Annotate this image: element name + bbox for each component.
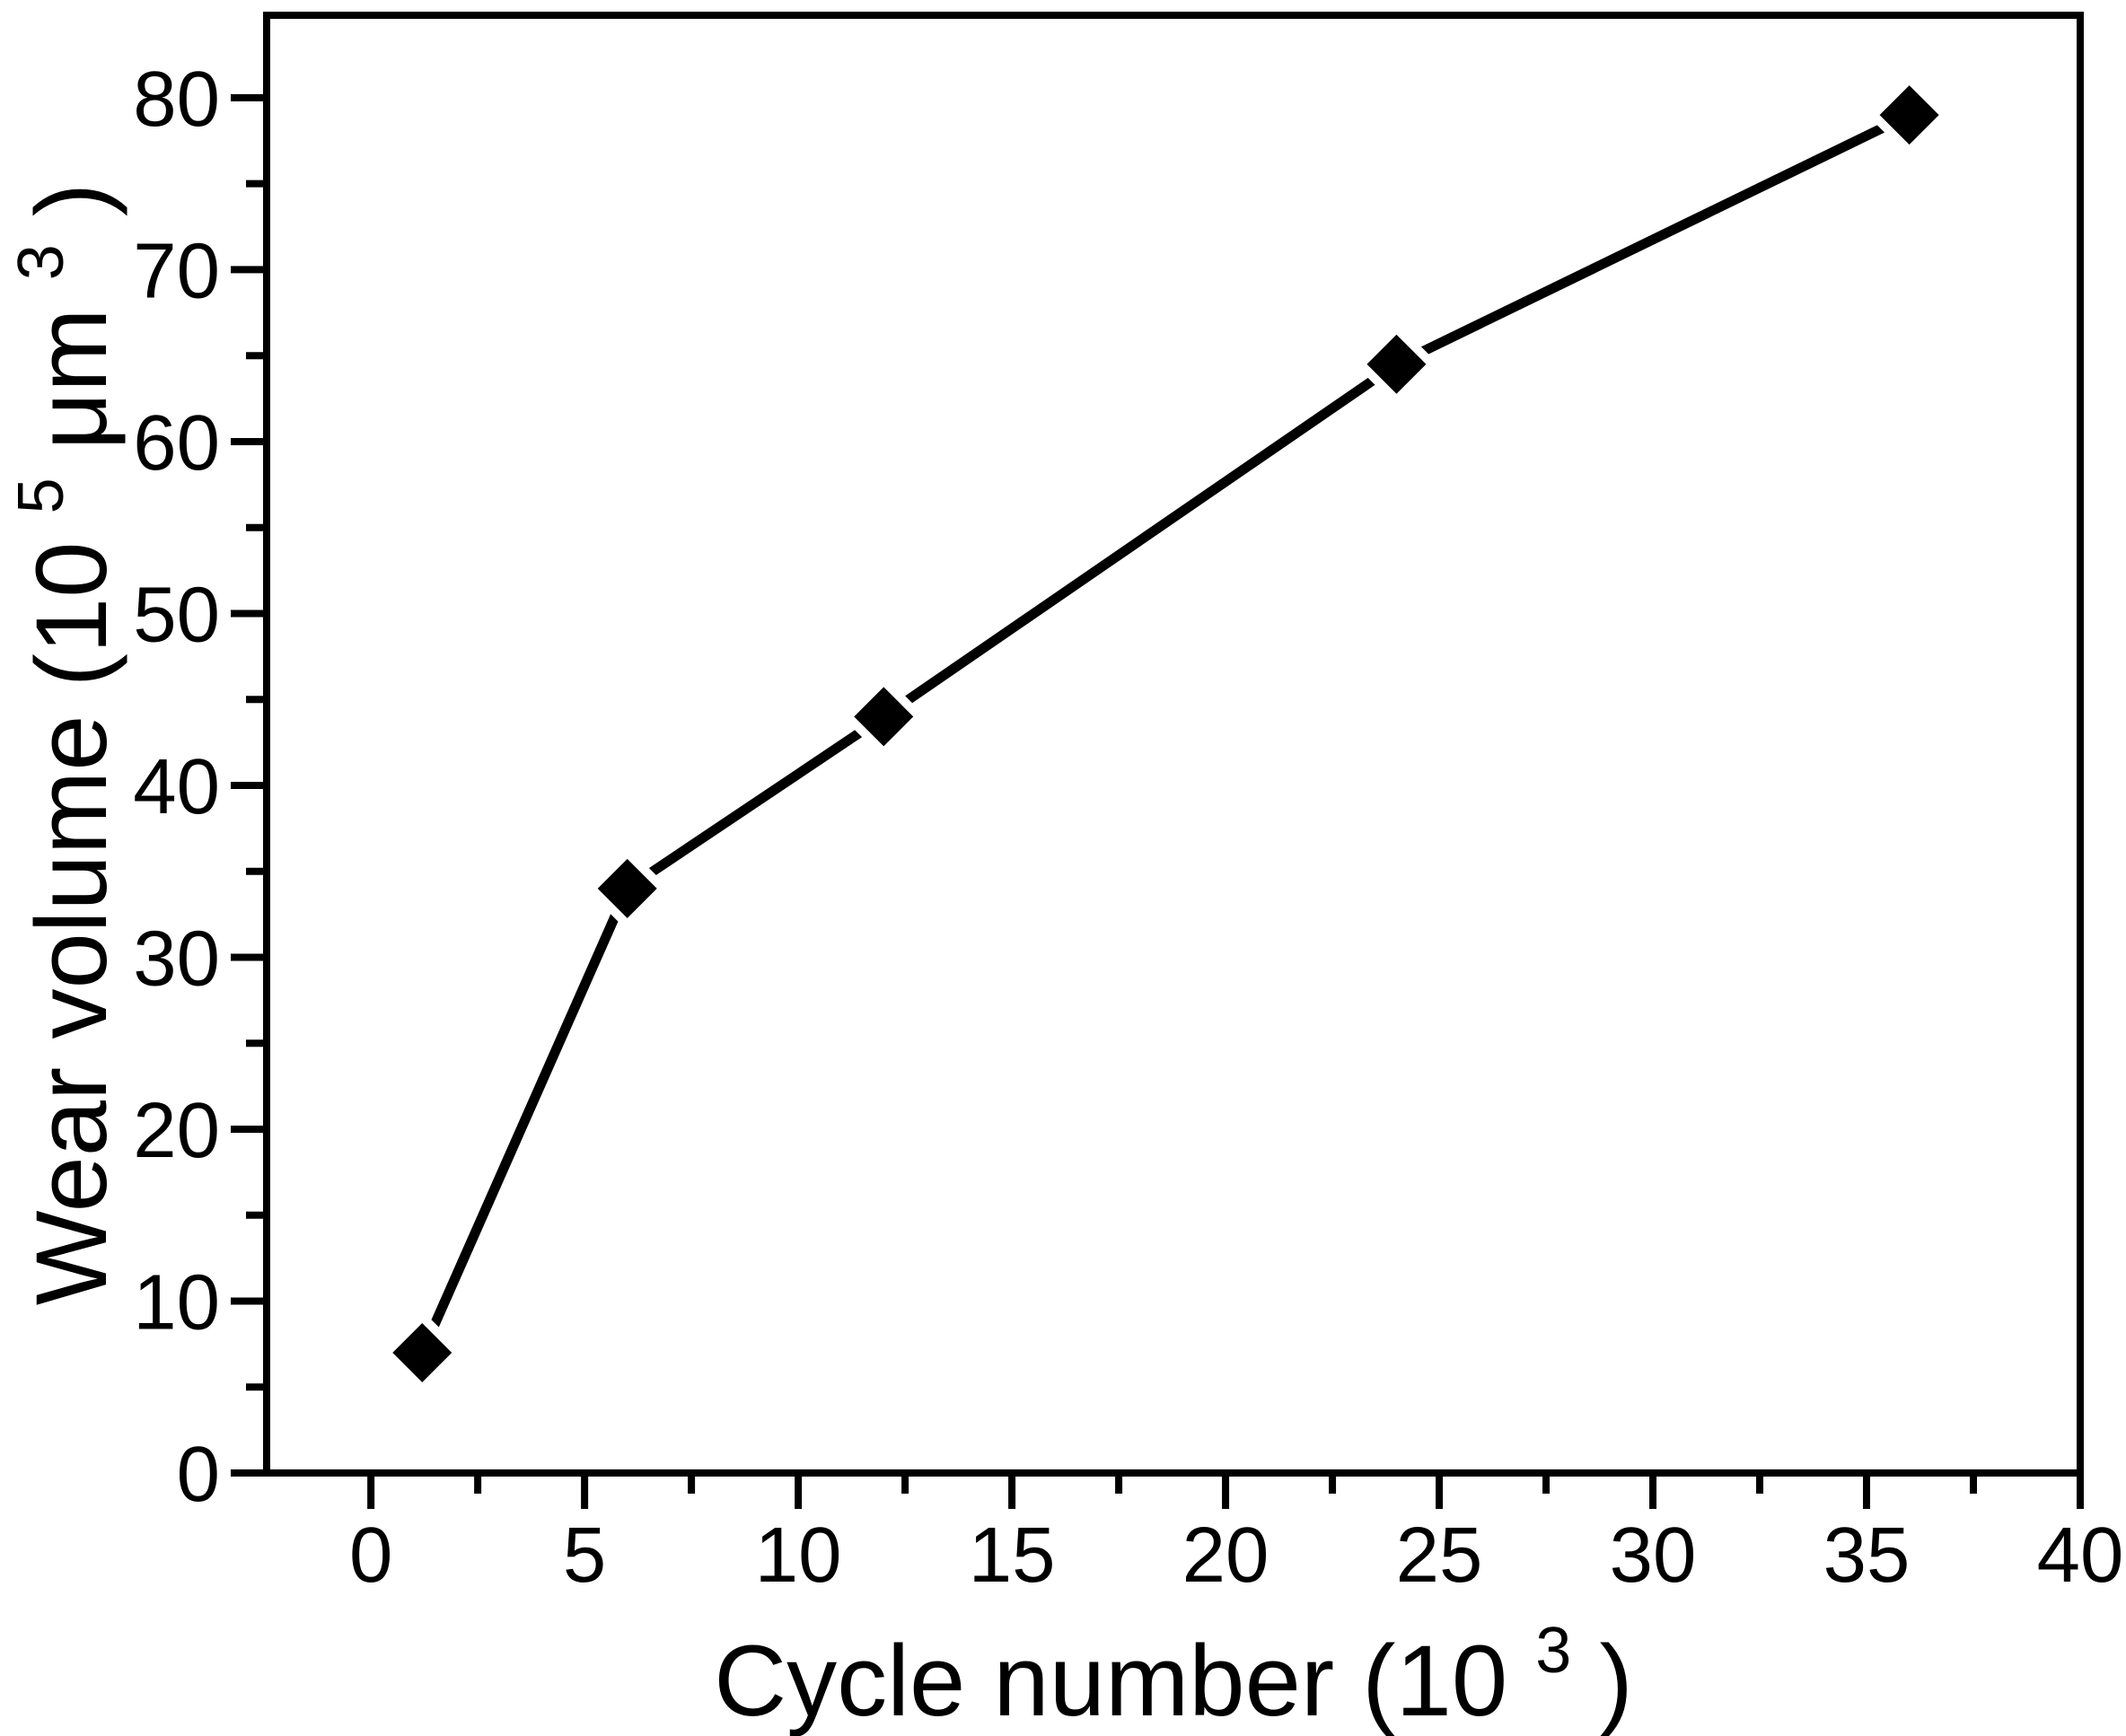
x-tick-label: 40 (2037, 1512, 2124, 1599)
x-axis-title-text: Cycle number (10 (714, 1625, 1507, 1736)
y-tick-label: 20 (133, 1087, 220, 1174)
y-tick-label: 30 (133, 915, 220, 1002)
data-point-marker (392, 1322, 452, 1382)
x-tick-label: 25 (1396, 1512, 1483, 1599)
series-line (417, 110, 1912, 1355)
x-tick-label: 0 (349, 1512, 392, 1599)
y-tick-label: 60 (133, 399, 220, 487)
y-axis-title-superscript-1: 5 (5, 478, 77, 513)
data-point-marker (1366, 334, 1427, 394)
x-axis-title: Cycle number (10 3 ) (714, 1582, 1633, 1736)
y-tick-label: 0 (177, 1431, 220, 1518)
y-tick-label: 10 (133, 1258, 220, 1346)
x-tick-label: 20 (1182, 1512, 1269, 1599)
y-axis-title-text: Wear volume (10 (15, 542, 127, 1306)
plot-border (263, 12, 2084, 1477)
y-axis-title-unit: μm (15, 308, 127, 450)
y-tick-label: 80 (133, 56, 220, 143)
y-tick-label: 50 (133, 571, 220, 658)
y-axis-title-close: ) (15, 183, 127, 216)
data-series (380, 73, 1952, 1395)
data-point-marker (854, 687, 914, 747)
x-tick-label: 35 (1823, 1512, 1911, 1599)
x-tick-label: 10 (755, 1512, 842, 1599)
x-tick-label: 15 (969, 1512, 1056, 1599)
axis-ticks (231, 93, 2084, 1509)
data-point-marker (1879, 85, 1939, 145)
y-tick-label: 40 (133, 743, 220, 830)
x-tick-label: 5 (563, 1512, 606, 1599)
x-axis-title-superscript: 3 (1535, 1615, 1571, 1687)
x-axis-title-close: ) (1599, 1625, 1632, 1736)
y-tick-label: 70 (133, 227, 220, 314)
data-point-marker (597, 858, 657, 918)
y-axis-title-superscript-2: 3 (5, 244, 77, 280)
axis-tick-labels: 0 5 10 15 20 25 30 35 40 0 10 20 30 40 50 60 70 80 (133, 56, 2123, 1599)
x-tick-label: 30 (1610, 1512, 1697, 1599)
y-axis-title: Wear volume (10 5 μm 3 ) (0, 183, 127, 1305)
